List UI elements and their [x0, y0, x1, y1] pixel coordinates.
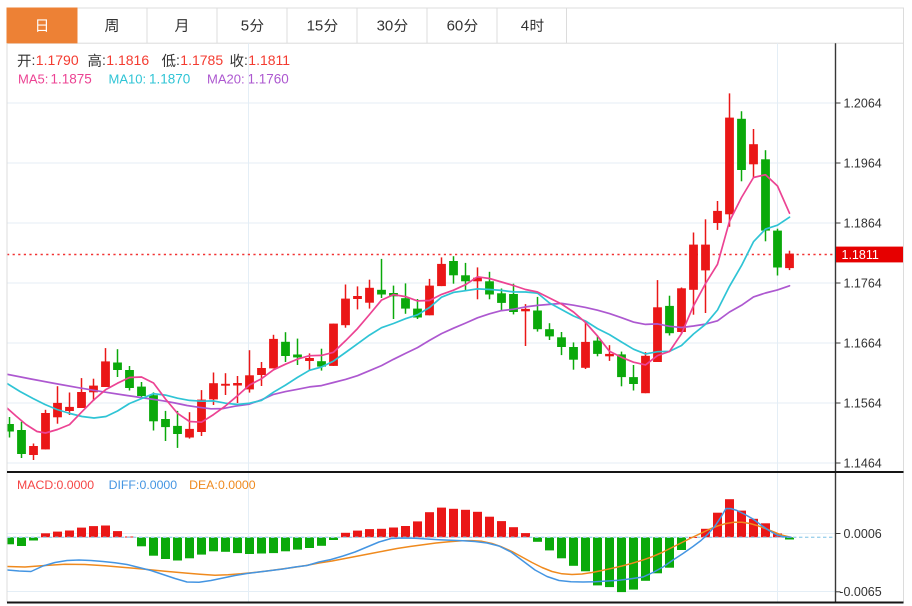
svg-text:1.1816: 1.1816 — [106, 52, 149, 68]
svg-text:MA5:: MA5: — [18, 72, 48, 87]
svg-text:15: 15 — [307, 17, 324, 34]
svg-text:1.1785: 1.1785 — [180, 52, 223, 68]
svg-text::: : — [32, 52, 36, 68]
svg-text:MACD:: MACD: — [17, 478, 57, 492]
svg-text::: : — [176, 52, 180, 68]
svg-text:0.0006: 0.0006 — [844, 527, 882, 541]
svg-text:1.1875: 1.1875 — [51, 72, 92, 87]
svg-text:0.0000: 0.0000 — [140, 478, 178, 492]
svg-text:0.0000: 0.0000 — [57, 478, 95, 492]
svg-text::: : — [102, 52, 106, 68]
svg-text:1.1790: 1.1790 — [36, 52, 79, 68]
svg-text:1.1760: 1.1760 — [248, 72, 289, 87]
svg-text:4: 4 — [521, 17, 529, 34]
svg-text:DIFF:: DIFF: — [109, 478, 140, 492]
svg-text:0.0000: 0.0000 — [218, 478, 256, 492]
svg-text::: : — [244, 52, 248, 68]
svg-text:1.1764: 1.1764 — [844, 276, 882, 290]
svg-text:5: 5 — [241, 17, 249, 34]
svg-text:1.1964: 1.1964 — [844, 156, 882, 170]
svg-text:1.1664: 1.1664 — [844, 336, 882, 350]
svg-text:1.2064: 1.2064 — [844, 96, 882, 110]
svg-text:30: 30 — [377, 17, 394, 34]
svg-text:1.1811: 1.1811 — [248, 52, 290, 68]
svg-text:1.1864: 1.1864 — [844, 216, 882, 230]
svg-text:1.1564: 1.1564 — [844, 396, 882, 410]
svg-text:DEA:: DEA: — [189, 478, 218, 492]
svg-text:1.1870: 1.1870 — [149, 72, 190, 87]
svg-text:-0.0065: -0.0065 — [839, 585, 881, 599]
svg-text:MA20:: MA20: — [207, 72, 245, 87]
svg-text:1.1464: 1.1464 — [844, 456, 882, 470]
svg-text:MA10:: MA10: — [109, 72, 147, 87]
svg-text:1.1811: 1.1811 — [842, 248, 879, 262]
svg-text:60: 60 — [447, 17, 464, 34]
